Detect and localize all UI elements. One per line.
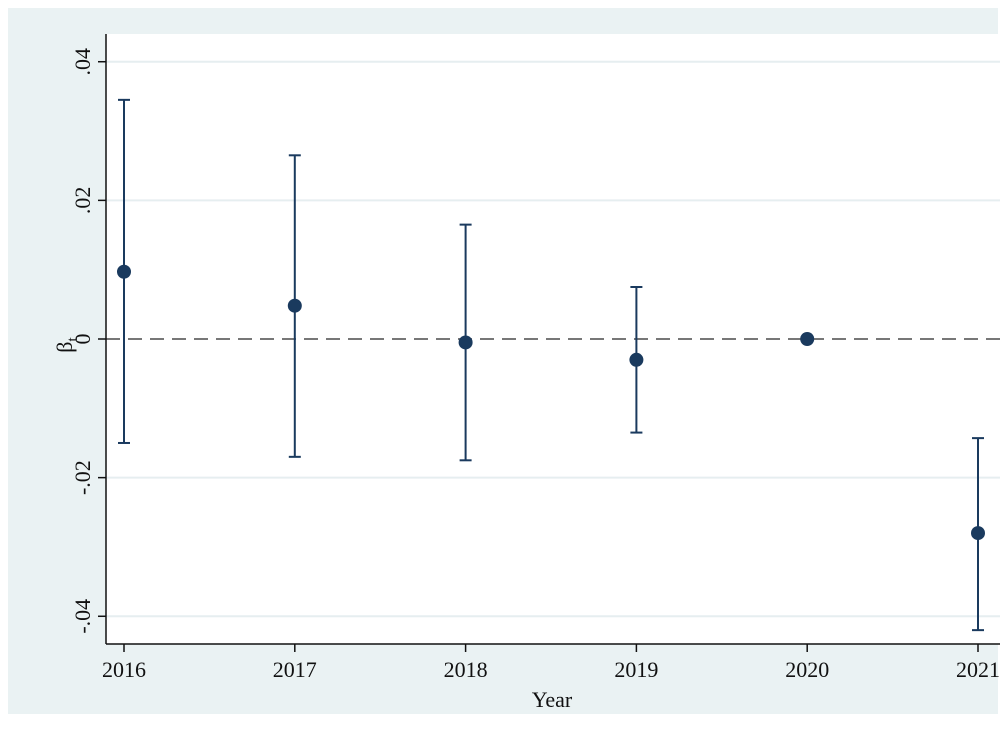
point-estimate bbox=[458, 335, 473, 350]
point-estimate bbox=[971, 526, 985, 541]
data-marks bbox=[117, 98, 985, 632]
point-estimate bbox=[117, 264, 131, 279]
y-axis-ticks: -.04 -.02 0 .02 .04 bbox=[70, 48, 106, 634]
point-estimate bbox=[800, 332, 815, 346]
y-axis-label-subscript: t bbox=[65, 336, 81, 341]
point-estimate bbox=[287, 298, 302, 313]
y-tick-label: -.04 bbox=[70, 599, 95, 634]
y-tick-label: 0 bbox=[70, 334, 95, 345]
y-tick-label: .02 bbox=[70, 187, 95, 215]
x-tick-label: 2019 bbox=[614, 657, 658, 682]
x-tick-label: 2016 bbox=[102, 657, 146, 682]
x-tick-label: 2017 bbox=[273, 657, 317, 682]
point-estimate bbox=[629, 352, 644, 367]
y-tick-label: -.02 bbox=[70, 460, 95, 495]
y-axis-label-main: β bbox=[52, 341, 77, 352]
x-tick-label: 2020 bbox=[785, 657, 829, 682]
gridlines bbox=[106, 60, 1000, 618]
y-tick-label: .04 bbox=[70, 48, 95, 76]
x-tick-label: 2021 bbox=[956, 657, 1000, 682]
x-axis-label: Year bbox=[532, 687, 573, 712]
y-axis-label: βt bbox=[52, 336, 81, 352]
x-tick-label: 2018 bbox=[444, 657, 488, 682]
x-axis-ticks: 2016 2017 2018 2019 2020 2021 bbox=[102, 644, 1000, 682]
